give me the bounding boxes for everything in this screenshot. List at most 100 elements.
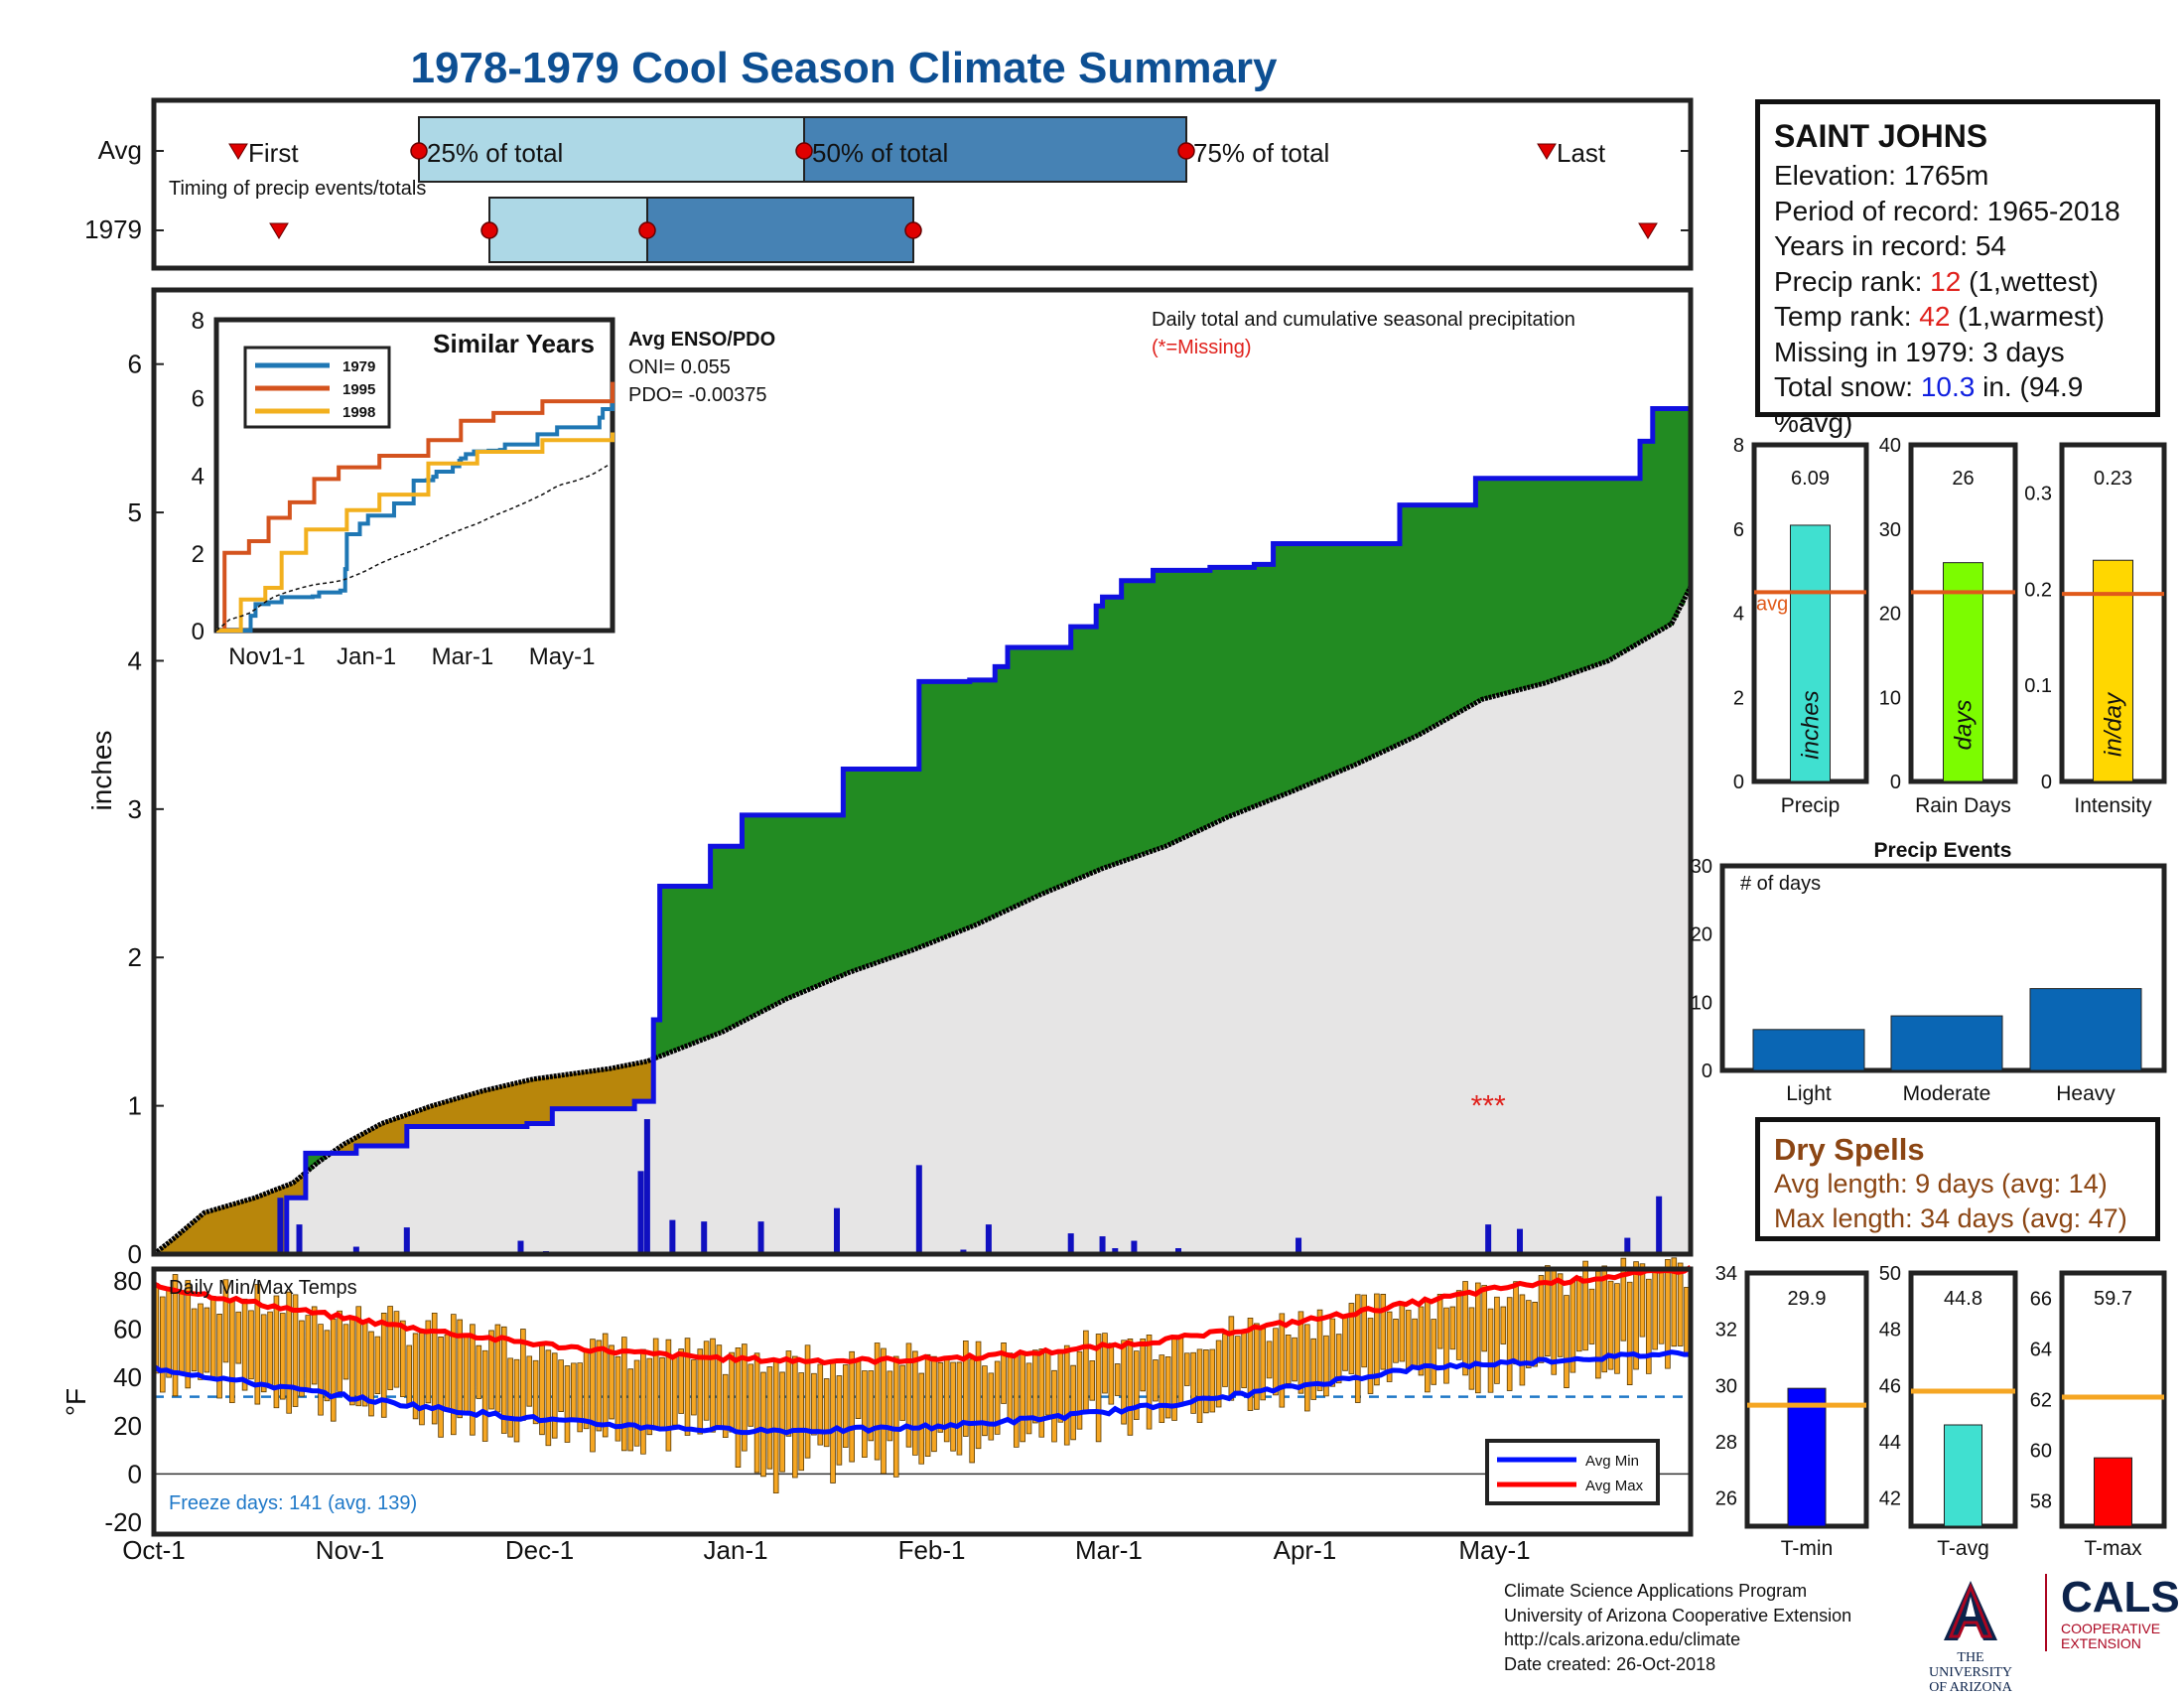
precip-plot-frame: [151, 287, 1694, 1257]
event-ytick-label: 0: [1702, 1060, 1712, 1082]
similar-years-title: Similar Years: [433, 329, 595, 358]
temp-summary-ytick: 42: [1879, 1488, 1901, 1510]
daily-precip-bar: [1067, 1233, 1074, 1254]
credit-line-2: University of Arizona Cooperative Extens…: [1504, 1605, 1852, 1625]
daily-precip-bar: [1517, 1228, 1523, 1254]
temp-summary-ytick: 34: [1715, 1263, 1737, 1285]
timing-50-label: 50% of total: [812, 138, 948, 168]
daily-precip-bar: [834, 1207, 840, 1254]
unit-label-2: in/day: [2101, 691, 2127, 757]
avg-75-marker: [1177, 142, 1195, 160]
similar-line-1995: [216, 381, 614, 633]
unit-label-0: inches: [1798, 690, 1825, 759]
ua-name-1: THE UNIVERSITY: [1929, 1650, 2012, 1680]
temp-rank-text: Temp rank: 42 (1,warmest): [1774, 301, 2106, 332]
month-axis-label: Oct-1: [122, 1535, 186, 1565]
precip-ylabel: inches: [86, 731, 117, 811]
temp-summary-label: T-max: [2084, 1537, 2142, 1560]
daily-precip-bar: [757, 1221, 764, 1254]
event-ytick-label: 30: [1691, 856, 1712, 878]
similar-ytick-label: 0: [192, 619, 205, 645]
small-ytick-label: 20: [1879, 604, 1901, 626]
daily-precip-bar: [296, 1224, 303, 1254]
event-category-label: Heavy: [2056, 1082, 2116, 1105]
y1979-50-marker: [638, 221, 656, 239]
temp-ytick-label: 40: [113, 1362, 142, 1392]
chart-title: 1978-1979 Cool Season Climate Summary: [410, 44, 1278, 92]
precip-events-title: Precip Events: [1874, 839, 2012, 862]
station-name: SAINT JOHNS: [1774, 118, 1988, 154]
event-category-label: Light: [1786, 1082, 1832, 1105]
legend-avg-min-label: Avg Min: [1585, 1453, 1639, 1470]
small-panel-label: Precip: [1781, 794, 1841, 817]
avg-25-marker: [410, 142, 428, 160]
temp-bar-t-min: [1787, 1387, 1827, 1527]
avg-label: avg: [1756, 593, 1788, 615]
temp-bar-t-max: [2094, 1457, 2132, 1527]
temp-ytick-label: 80: [113, 1266, 142, 1296]
credit-line-4: Date created: 26-Oct-2018: [1504, 1653, 1716, 1674]
dry-spells-title: Dry Spells: [1774, 1132, 1925, 1167]
event-bar-heavy: [2029, 988, 2142, 1071]
event-category-label: Moderate: [1903, 1082, 1991, 1105]
precip-ytick-label: 2: [128, 942, 142, 972]
arizona-a-icon: [1944, 1581, 1997, 1640]
event-bar-light: [1752, 1029, 1865, 1071]
month-axis-label: Nov-1: [316, 1535, 384, 1565]
temp-value-label-1: 44.8: [1944, 1288, 1982, 1310]
credits-block: Climate Science Applications Program Uni…: [1504, 1579, 1851, 1676]
temp-summary-ytick: 50: [1879, 1263, 1901, 1285]
cumulative-1979-line: [154, 351, 1694, 1257]
small-panel-label: Rain Days: [1915, 794, 2011, 817]
cals-logo: CALS COOPERATIVE EXTENSION: [2045, 1574, 2184, 1651]
legend-avg-max-label: Avg Max: [1585, 1478, 1644, 1494]
daily-precip-bar: [1296, 1237, 1302, 1254]
similar-ytick-label: 2: [192, 541, 205, 568]
oni-value: ONI= 0.055: [628, 356, 731, 378]
event-bar-moderate: [1890, 1015, 2003, 1071]
y1979-25-50-box: [488, 197, 648, 263]
y1979-25-marker: [480, 221, 498, 239]
temp-summary-label: T-avg: [1937, 1537, 1989, 1560]
precip-ytick-label: 6: [128, 350, 142, 379]
daily-precip-bar: [643, 1119, 650, 1254]
similar-xtick-label: May-1: [529, 643, 596, 670]
y1979-first-marker: [269, 222, 289, 239]
daily-precip-bar: [985, 1224, 992, 1254]
timing-row-avg-label: Avg: [98, 135, 142, 165]
timing-row-1979-label: 1979: [84, 214, 142, 244]
daily-precip-bar: [669, 1219, 676, 1254]
precip-ytick-label: 0: [128, 1239, 142, 1269]
snow-pct-text: %avg): [1774, 406, 1853, 438]
precip-plot-caption: Daily total and cumulative seasonal prec…: [1152, 309, 1575, 331]
pdo-value: PDO= -0.00375: [628, 384, 767, 406]
daily-precip-bar: [517, 1240, 524, 1254]
avg-50-marker: [795, 142, 813, 160]
daily-precip-bar: [1099, 1236, 1106, 1254]
legend-label-1998: 1998: [342, 404, 375, 421]
elevation-text: Elevation: 1765m: [1774, 160, 1989, 191]
bar-rain-days: [1943, 562, 1983, 782]
daily-precip-bar: [403, 1227, 410, 1254]
small-ytick-label: 6: [1733, 519, 1744, 541]
temp-summary-ytick: 30: [1715, 1375, 1737, 1397]
temp-summary-ytick: 44: [1879, 1432, 1901, 1454]
value-label-0: 6.09: [1791, 468, 1830, 490]
timing-last-label: Last: [1557, 138, 1606, 168]
temp-value-label-0: 29.9: [1788, 1288, 1827, 1310]
temp-ytick-label: 0: [128, 1459, 142, 1488]
bar-precip: [1790, 524, 1831, 782]
avg-min-line: [152, 1349, 1692, 1436]
daily-precip-bar: [1131, 1240, 1138, 1254]
bar-intensity: [2093, 559, 2133, 782]
small-ytick-label: 0.2: [2024, 579, 2052, 601]
precip-ytick-label: 3: [128, 794, 142, 824]
temp-summary-ytick: 46: [1879, 1375, 1901, 1397]
small-ytick-label: 10: [1879, 687, 1901, 709]
temp-ytick-label: 60: [113, 1315, 142, 1344]
dry-avg-length: Avg length: 9 days (avg: 14): [1774, 1169, 2108, 1199]
unit-label-1: days: [1951, 700, 1978, 751]
enso-title: Avg ENSO/PDO: [628, 329, 775, 351]
precip-ytick-label: 4: [128, 645, 142, 675]
